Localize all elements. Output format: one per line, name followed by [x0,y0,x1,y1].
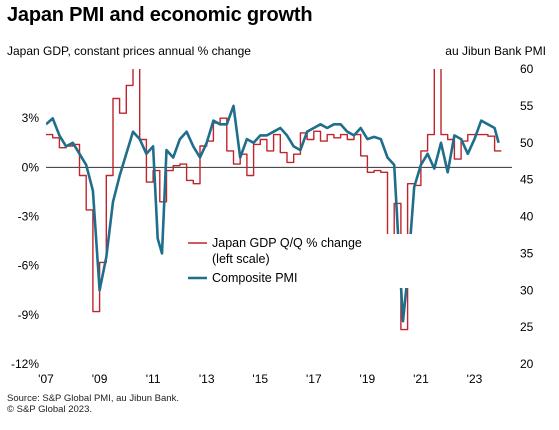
x-tick-label: '07 [38,372,54,386]
legend-label-gdp-scale: (left scale) [212,252,270,266]
right-axis-caption: au Jibun Bank PMI [445,44,546,58]
left-y-tick-label: 0% [22,160,40,174]
x-tick-label: '11 [146,372,161,386]
copyright-line: © S&P Global 2023. [7,404,92,415]
right-y-tick-label: 45 [520,173,534,187]
left-axis-caption: Japan GDP, constant prices annual % chan… [7,44,251,58]
right-y-tick-label: 25 [520,320,534,334]
legend-label-pmi: Composite PMI [212,271,297,285]
x-tick-label: '15 [252,372,268,386]
left-y-tick-label: -6% [18,259,40,273]
legend-label-gdp: Japan GDP Q/Q % change [212,236,362,250]
right-y-tick-label: 35 [520,246,534,260]
series-line-gdp [46,69,502,331]
right-y-tick-label: 60 [520,62,534,76]
chart-title: Japan PMI and economic growth [7,4,313,26]
x-tick-label: '23 [467,372,483,386]
left-y-tick-label: -12% [11,357,39,371]
right-y-tick-label: 30 [520,283,534,297]
right-y-tick-label: 20 [520,357,534,371]
left-y-tick-label: 3% [22,111,40,125]
x-tick-label: '09 [92,372,108,386]
x-tick-label: '17 [306,372,322,386]
x-tick-label: '13 [199,372,215,386]
right-y-tick-label: 40 [520,210,534,224]
source-line-1: Source: S&P Global PMI, au Jibun Bank. [7,393,179,404]
x-tick-label: '21 [413,372,429,386]
left-y-tick-label: -3% [18,210,40,224]
right-y-tick-label: 50 [520,136,534,150]
legend-background [183,234,443,288]
series-line-pmi [46,104,500,323]
left-y-tick-label: -9% [18,308,40,322]
right-y-tick-label: 55 [520,99,534,113]
x-tick-label: '19 [360,372,376,386]
